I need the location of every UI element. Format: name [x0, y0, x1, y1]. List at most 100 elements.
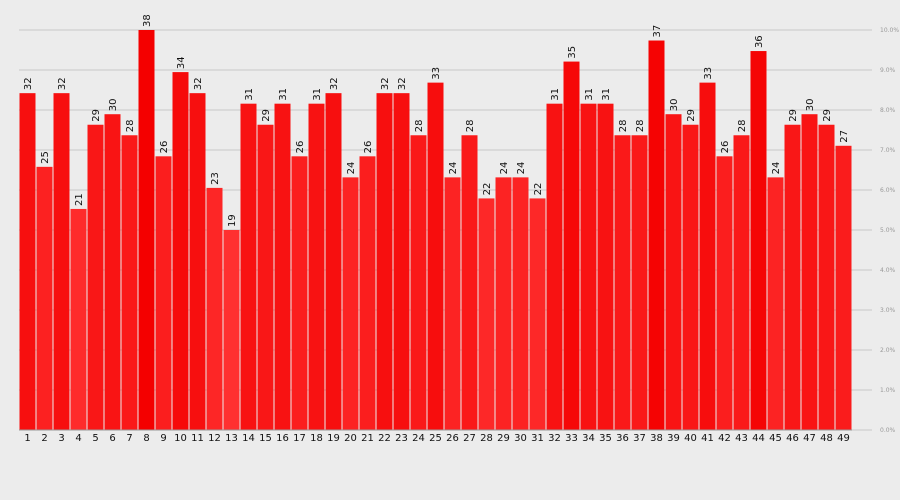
x-tick-label: 2 — [41, 433, 47, 444]
x-tick-label: 27 — [463, 433, 476, 444]
bar — [614, 135, 631, 430]
bar — [376, 93, 393, 430]
y-tick-label: 1.0% — [880, 387, 896, 394]
bar — [53, 93, 70, 430]
bar — [818, 124, 835, 430]
x-tick-label: 34 — [582, 433, 595, 444]
bar-value-label: 28 — [618, 120, 629, 133]
bar-value-label: 32 — [329, 77, 340, 90]
bar-value-label: 29 — [91, 109, 102, 122]
x-tick-label: 29 — [497, 433, 510, 444]
x-tick-label: 21 — [361, 433, 374, 444]
bar — [121, 135, 138, 430]
y-tick-label: 6.0% — [880, 187, 896, 194]
y-tick-label: 8.0% — [880, 107, 896, 114]
bar — [206, 187, 223, 430]
x-tick-label: 23 — [395, 433, 408, 444]
bar-value-label: 24 — [516, 162, 527, 175]
y-tick-label: 0.0% — [880, 427, 896, 434]
x-tick-label: 8 — [143, 433, 149, 444]
x-tick-label: 20 — [344, 433, 357, 444]
bar-value-label: 28 — [465, 120, 476, 133]
bar-value-label: 22 — [482, 183, 493, 196]
y-tick-label: 4.0% — [880, 267, 896, 274]
bar-value-label: 31 — [584, 88, 595, 101]
bar-value-label: 27 — [839, 130, 850, 143]
x-tick-label: 7 — [126, 433, 132, 444]
bar-value-label: 34 — [176, 56, 187, 69]
bar — [359, 156, 376, 430]
bar-value-label: 31 — [244, 88, 255, 101]
y-tick-label: 9.0% — [880, 67, 896, 74]
bar — [716, 156, 733, 430]
x-tick-label: 5 — [92, 433, 98, 444]
bar-value-label: 30 — [108, 98, 119, 111]
bar — [427, 82, 444, 430]
x-tick-label: 31 — [531, 433, 544, 444]
x-tick-label: 14 — [242, 433, 255, 444]
x-tick-label: 28 — [480, 433, 493, 444]
x-tick-label: 46 — [786, 433, 799, 444]
x-tick-label: 47 — [803, 433, 816, 444]
bar-value-label: 33 — [431, 67, 442, 80]
bar — [801, 114, 818, 431]
bar — [767, 177, 784, 430]
x-tick-label: 26 — [446, 433, 459, 444]
bar — [444, 177, 461, 430]
bar-value-label: 31 — [601, 88, 612, 101]
bar — [274, 103, 291, 431]
x-tick-label: 6 — [109, 433, 115, 444]
bar-value-label: 30 — [669, 98, 680, 111]
bar — [155, 156, 172, 430]
x-tick-label: 13 — [225, 433, 238, 444]
x-tick-label: 42 — [718, 433, 731, 444]
bar — [512, 177, 529, 430]
bar — [648, 40, 665, 431]
y-tick-label: 3.0% — [880, 307, 896, 314]
bar-value-label: 28 — [414, 120, 425, 133]
bar — [546, 103, 563, 431]
x-tick-label: 39 — [667, 433, 680, 444]
bar — [223, 230, 240, 430]
x-tick-label: 30 — [514, 433, 527, 444]
bar — [172, 72, 189, 431]
x-tick-label: 15 — [259, 433, 272, 444]
bar-value-label: 32 — [380, 77, 391, 90]
bar — [597, 103, 614, 431]
bar-value-label: 30 — [805, 98, 816, 111]
x-tick-label: 25 — [429, 433, 442, 444]
x-tick-label: 32 — [548, 433, 561, 444]
bar — [308, 103, 325, 431]
x-tick-label: 35 — [599, 433, 612, 444]
x-tick-label: 18 — [310, 433, 323, 444]
bar — [733, 135, 750, 430]
bar — [291, 156, 308, 430]
bar-value-label: 33 — [703, 67, 714, 80]
bar-value-label: 24 — [346, 162, 357, 175]
y-tick-label: 7.0% — [880, 147, 896, 154]
bar — [342, 177, 359, 430]
bar-value-labels: 32 25 32 21 29 30 28 38 26 34 32 23 19 31 29 31 26 31 32 24… — [23, 14, 850, 227]
bar — [70, 208, 87, 430]
bar-value-label: 28 — [125, 120, 136, 133]
bar — [631, 135, 648, 430]
bars — [19, 30, 852, 431]
x-tick-label: 41 — [701, 433, 714, 444]
bar — [240, 103, 257, 431]
x-tick-label: 48 — [820, 433, 833, 444]
bar — [36, 166, 53, 430]
bar-value-label: 24 — [771, 162, 782, 175]
x-tick-label: 44 — [752, 433, 765, 444]
x-tick-label: 12 — [208, 433, 221, 444]
x-tick-label: 1 — [24, 433, 30, 444]
bar-value-label: 32 — [397, 77, 408, 90]
x-tick-label: 33 — [565, 433, 578, 444]
bar-value-label: 35 — [567, 46, 578, 59]
bar — [495, 177, 512, 430]
bar — [461, 135, 478, 430]
bar-value-label: 24 — [499, 162, 510, 175]
bar — [189, 93, 206, 430]
bar-value-label: 31 — [550, 88, 561, 101]
bar — [699, 82, 716, 430]
x-tick-label: 3 — [58, 433, 64, 444]
